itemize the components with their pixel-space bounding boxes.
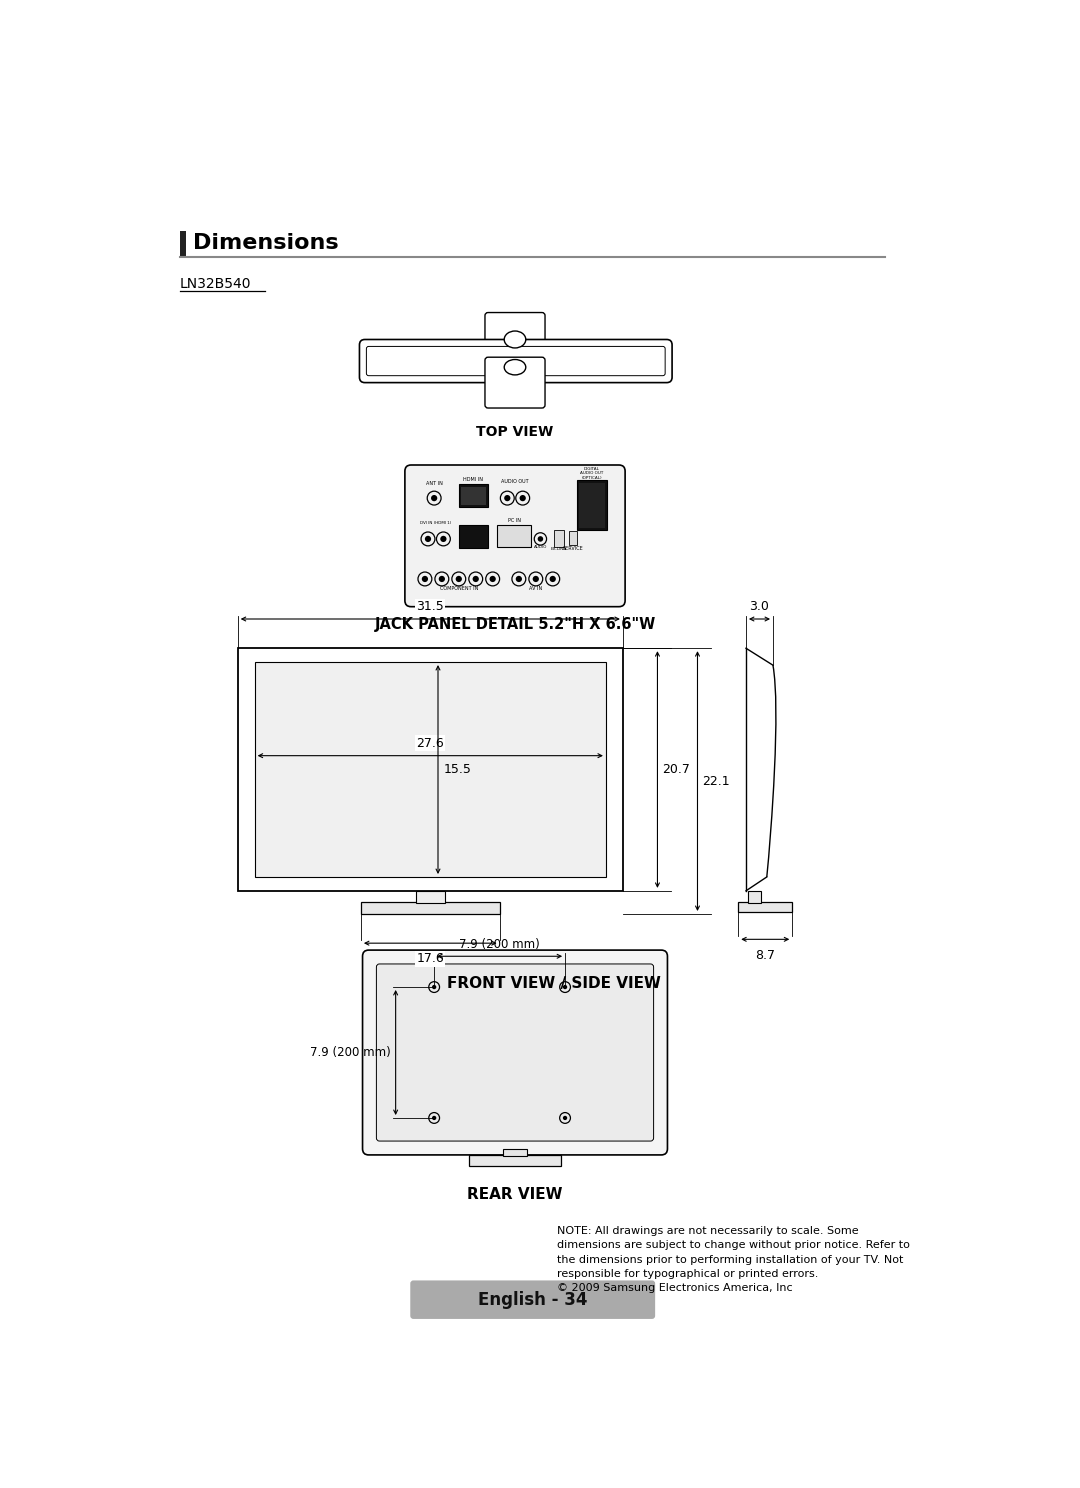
Bar	[416, 891, 445, 903]
Circle shape	[563, 1116, 567, 1120]
Bar	[579, 482, 605, 528]
Circle shape	[532, 576, 539, 582]
Bar	[459, 525, 488, 548]
FancyBboxPatch shape	[410, 1281, 656, 1318]
Text: 31.5: 31.5	[417, 600, 444, 613]
FancyBboxPatch shape	[363, 951, 667, 1155]
Text: AV IN: AV IN	[529, 586, 542, 591]
FancyBboxPatch shape	[485, 357, 545, 408]
Text: 17.6: 17.6	[417, 952, 444, 966]
Text: AUDIO: AUDIO	[534, 545, 548, 549]
Text: HDMI IN: HDMI IN	[463, 478, 484, 482]
FancyBboxPatch shape	[405, 464, 625, 607]
FancyBboxPatch shape	[366, 347, 665, 375]
Text: 22.1: 22.1	[702, 775, 730, 787]
Bar	[502, 1149, 527, 1156]
Circle shape	[489, 576, 496, 582]
Bar	[569, 531, 578, 545]
Bar	[577, 481, 607, 530]
Ellipse shape	[504, 330, 526, 348]
Circle shape	[431, 496, 437, 501]
Circle shape	[438, 576, 445, 582]
Text: JACK PANEL DETAIL 5.2"H X 6.6"W: JACK PANEL DETAIL 5.2"H X 6.6"W	[375, 618, 656, 632]
Circle shape	[516, 576, 522, 582]
Text: LN32B540: LN32B540	[180, 277, 252, 292]
Circle shape	[432, 985, 436, 990]
Circle shape	[424, 536, 431, 542]
Text: 27.6: 27.6	[417, 737, 444, 750]
Bar	[747, 891, 761, 903]
Circle shape	[563, 985, 567, 990]
FancyBboxPatch shape	[360, 339, 672, 382]
Text: 7.9 (200 mm): 7.9 (200 mm)	[459, 937, 540, 951]
Text: TOP VIEW: TOP VIEW	[476, 426, 554, 439]
Circle shape	[432, 1116, 436, 1120]
Bar	[180, 231, 186, 256]
Text: English - 34: English - 34	[478, 1290, 588, 1308]
Circle shape	[422, 576, 428, 582]
Text: Dimensions: Dimensions	[193, 234, 339, 253]
Text: 15.5: 15.5	[444, 763, 472, 777]
Circle shape	[504, 496, 511, 501]
Bar	[497, 525, 531, 546]
Text: AUDIO OUT: AUDIO OUT	[501, 479, 529, 484]
FancyBboxPatch shape	[238, 649, 623, 891]
Text: FRONT VIEW / SIDE VIEW: FRONT VIEW / SIDE VIEW	[446, 976, 661, 991]
Text: DVI IN (HDMI 1): DVI IN (HDMI 1)	[420, 521, 451, 524]
Bar	[554, 530, 564, 546]
Text: REAR VIEW: REAR VIEW	[468, 1187, 563, 1202]
Circle shape	[519, 496, 526, 501]
Text: 8.7: 8.7	[755, 948, 775, 961]
Bar	[739, 902, 793, 912]
FancyBboxPatch shape	[485, 312, 545, 366]
Bar	[461, 487, 486, 504]
FancyBboxPatch shape	[377, 964, 653, 1141]
Circle shape	[538, 536, 543, 542]
Text: COMPONENT IN: COMPONENT IN	[440, 586, 478, 591]
Circle shape	[456, 576, 462, 582]
Text: SERVICE: SERVICE	[563, 546, 583, 551]
Circle shape	[441, 536, 446, 542]
Text: DIGITAL
AUDIO OUT
(OPTICAL): DIGITAL AUDIO OUT (OPTICAL)	[580, 467, 604, 479]
Text: NOTE: All drawings are not necessarily to scale. Some
dimensions are subject to : NOTE: All drawings are not necessarily t…	[557, 1226, 910, 1293]
Bar	[255, 662, 606, 876]
Circle shape	[473, 576, 478, 582]
Bar	[361, 902, 500, 914]
Text: PC IN: PC IN	[508, 518, 521, 522]
Text: 3.0: 3.0	[750, 600, 769, 613]
Circle shape	[550, 576, 556, 582]
Text: EX-LINK: EX-LINK	[551, 546, 567, 551]
Bar	[459, 484, 488, 507]
Bar	[469, 1155, 562, 1165]
Text: ANT IN: ANT IN	[426, 481, 443, 487]
Text: 7.9 (200 mm): 7.9 (200 mm)	[310, 1046, 391, 1059]
Ellipse shape	[504, 360, 526, 375]
Text: 20.7: 20.7	[662, 763, 690, 777]
